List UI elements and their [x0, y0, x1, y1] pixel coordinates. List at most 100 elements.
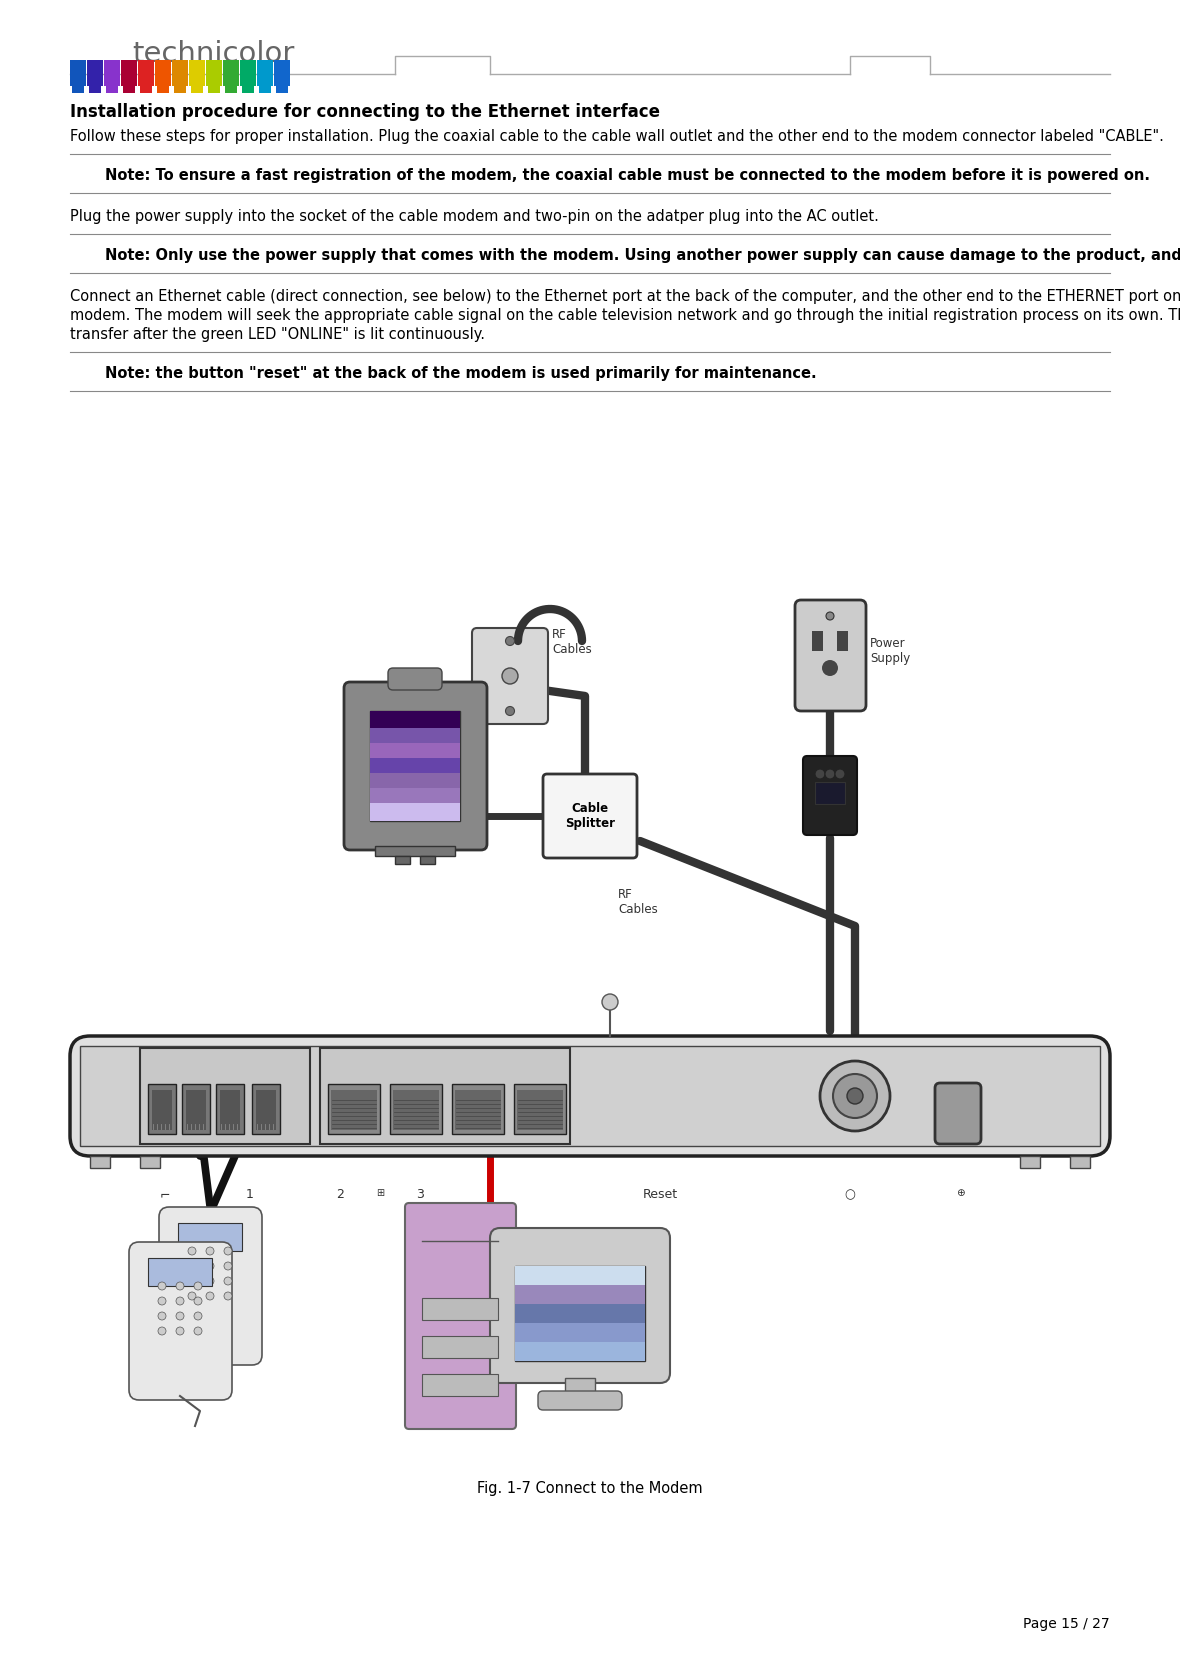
Bar — [393, 1090, 439, 1130]
Bar — [276, 87, 288, 93]
Bar — [178, 1223, 242, 1251]
Text: 3: 3 — [417, 1188, 424, 1201]
Text: ⊞: ⊞ — [376, 1188, 384, 1198]
Text: Connect an Ethernet cable (direct connection, see below) to the Ethernet port at: Connect an Ethernet cable (direct connec… — [70, 288, 1180, 303]
Bar — [371, 711, 460, 728]
Text: transfer after the green LED "ONLINE" is lit continuously.: transfer after the green LED "ONLINE" is… — [70, 327, 485, 342]
Bar — [371, 788, 460, 803]
FancyBboxPatch shape — [538, 1391, 622, 1409]
Bar — [225, 87, 237, 93]
FancyBboxPatch shape — [345, 681, 487, 850]
Bar — [223, 60, 240, 87]
Bar — [219, 1090, 240, 1130]
Text: Follow these steps for proper installation. Plug the coaxial cable to the cable : Follow these steps for proper installati… — [70, 128, 1163, 143]
Bar — [208, 87, 219, 93]
Circle shape — [194, 1313, 202, 1319]
Circle shape — [206, 1246, 214, 1254]
Bar — [812, 631, 822, 651]
Bar — [90, 1156, 110, 1168]
Bar — [87, 60, 103, 87]
Text: Note: the button "reset" at the back of the modem is used primarily for maintena: Note: the button "reset" at the back of … — [105, 367, 817, 382]
Bar — [455, 1090, 502, 1130]
Bar — [173, 87, 186, 93]
Bar — [371, 743, 460, 758]
FancyBboxPatch shape — [388, 668, 442, 690]
Circle shape — [224, 1263, 232, 1269]
FancyBboxPatch shape — [129, 1241, 232, 1399]
Circle shape — [158, 1298, 166, 1304]
Bar — [514, 1323, 645, 1343]
Circle shape — [502, 668, 518, 685]
Circle shape — [158, 1328, 166, 1334]
Bar — [206, 60, 222, 87]
Bar — [140, 87, 152, 93]
Circle shape — [847, 1088, 863, 1105]
Circle shape — [815, 770, 825, 780]
Text: Cable
Splitter: Cable Splitter — [565, 801, 615, 830]
Circle shape — [505, 706, 514, 715]
Circle shape — [158, 1313, 166, 1319]
Bar — [138, 60, 155, 87]
Bar — [422, 1336, 498, 1358]
FancyBboxPatch shape — [935, 1083, 981, 1145]
Bar — [422, 1298, 498, 1319]
FancyBboxPatch shape — [405, 1203, 516, 1429]
Bar — [328, 1085, 380, 1135]
Circle shape — [188, 1263, 196, 1269]
FancyBboxPatch shape — [795, 600, 866, 711]
Circle shape — [820, 1061, 890, 1131]
Text: RF
Cables: RF Cables — [552, 628, 591, 656]
Circle shape — [206, 1293, 214, 1299]
Circle shape — [176, 1283, 184, 1289]
Bar — [240, 60, 256, 87]
FancyBboxPatch shape — [490, 1228, 670, 1383]
Circle shape — [206, 1278, 214, 1284]
FancyBboxPatch shape — [472, 628, 548, 725]
Text: ○: ○ — [845, 1188, 856, 1201]
Bar — [172, 60, 188, 87]
Bar — [274, 60, 290, 87]
Circle shape — [602, 995, 618, 1010]
Text: Installation procedure for connecting to the Ethernet interface: Installation procedure for connecting to… — [70, 103, 660, 122]
Text: Reset: Reset — [642, 1188, 677, 1201]
Bar — [514, 1284, 645, 1304]
Bar — [371, 758, 460, 773]
Bar — [514, 1085, 566, 1135]
Bar — [189, 60, 205, 87]
Circle shape — [194, 1283, 202, 1289]
Bar — [514, 1266, 645, 1284]
Bar — [106, 87, 118, 93]
Text: Note: To ensure a fast registration of the modem, the coaxial cable must be conn: Note: To ensure a fast registration of t… — [105, 168, 1150, 183]
Bar — [332, 1090, 376, 1130]
Bar — [70, 60, 86, 87]
Bar — [514, 1304, 645, 1323]
Bar — [420, 856, 435, 865]
Circle shape — [826, 611, 834, 620]
Circle shape — [194, 1328, 202, 1334]
Bar — [1070, 1156, 1090, 1168]
Bar — [140, 1156, 160, 1168]
Circle shape — [822, 660, 838, 676]
Bar — [514, 1266, 645, 1361]
Bar — [391, 1085, 442, 1135]
Text: Page 15 / 27: Page 15 / 27 — [1023, 1618, 1110, 1631]
Bar — [186, 1090, 206, 1130]
Bar — [253, 1085, 280, 1135]
Bar — [371, 773, 460, 788]
Text: ⌐: ⌐ — [159, 1188, 170, 1201]
Circle shape — [176, 1328, 184, 1334]
Bar — [182, 1085, 210, 1135]
Bar — [422, 1374, 498, 1396]
Text: technicolor: technicolor — [132, 40, 294, 68]
Bar — [565, 1378, 595, 1393]
Bar — [242, 87, 254, 93]
Bar — [815, 781, 845, 805]
Bar — [88, 87, 101, 93]
Bar — [155, 60, 171, 87]
Circle shape — [188, 1293, 196, 1299]
Circle shape — [224, 1278, 232, 1284]
Bar — [216, 1085, 244, 1135]
Bar — [140, 1048, 310, 1145]
Bar — [371, 728, 460, 743]
FancyBboxPatch shape — [804, 756, 857, 835]
